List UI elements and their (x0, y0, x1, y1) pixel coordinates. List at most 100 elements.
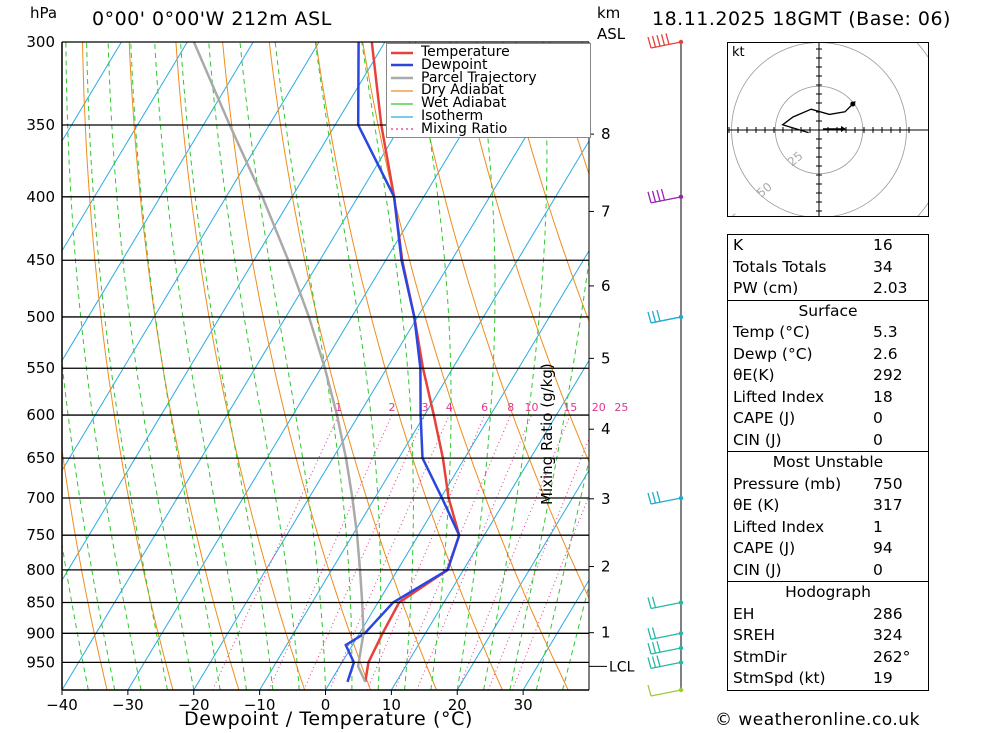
legend-label: Temperature (421, 44, 510, 60)
pressure-tick-label: 350 (26, 116, 55, 134)
index-name: Totals Totals (733, 257, 827, 276)
index-row: CAPE (J) 0 (728, 408, 928, 430)
pressure-tick-label: 800 (26, 561, 55, 579)
dry-adiabat-line (643, 42, 727, 690)
index-value: 19 (873, 669, 893, 687)
wind-barb-feather (647, 657, 652, 669)
pressure-tick-label: 450 (26, 251, 55, 269)
km-tick-label: 4 (601, 420, 611, 438)
isotherm-line (522, 579, 589, 690)
index-name: StmSpd (kt) (733, 669, 826, 687)
wet-adiabat-line (239, 42, 326, 690)
wind-barb-shaft (650, 601, 682, 610)
mixing-ratio-label: 10 (524, 401, 538, 414)
wind-barb (647, 33, 682, 49)
mixing-ratio-line (303, 414, 426, 690)
legend-swatch (391, 115, 413, 118)
hodograph-ring-label: 50 (754, 180, 775, 201)
skewt-chart: 1 2 3 4 6 8 10 15 20 2530035040045050055060065070… (26, 33, 727, 714)
wet-adiabat-line (154, 42, 247, 690)
km-tick-label: 1 (601, 624, 611, 642)
pressure-tick-label: 900 (26, 624, 55, 642)
x-tick-label: 20 (448, 696, 467, 714)
mixing-ratio-label: 20 (592, 401, 606, 414)
wet-adiabat-line (107, 42, 195, 690)
pressure-tick-label: 850 (26, 594, 55, 612)
wet-adiabat-line (208, 42, 300, 690)
wind-barb-shaft (650, 41, 682, 49)
wind-barb-shaft (650, 497, 682, 505)
pressure-tick-label: 750 (26, 526, 55, 544)
wet-adiabat-line (86, 42, 168, 690)
index-value: 0 (873, 409, 883, 427)
surface-section-title: Surface (798, 301, 858, 320)
index-name: CAPE (J) (733, 409, 796, 427)
legend-label: Wet Adiabat (421, 95, 507, 112)
index-name: CIN (J) (733, 430, 782, 449)
index-value: 0 (873, 430, 883, 449)
wind-barb-feather (647, 642, 652, 655)
wind-barb-feather (647, 628, 652, 640)
dry-adiabat-line (596, 42, 727, 690)
index-row: CAPE (J) 94 (728, 538, 928, 560)
mixing-ratio-label: 15 (563, 401, 577, 414)
wet-adiabat-line (62, 358, 116, 690)
index-value: 292 (873, 366, 903, 384)
dry-adiabat-line (222, 42, 372, 690)
wind-barb (647, 491, 682, 505)
index-value: 18 (873, 387, 893, 406)
datetime-title: 18.11.2025 18GMT (Base: 06) (652, 8, 951, 30)
index-row: K 16 (728, 235, 928, 257)
index-value: 34 (873, 257, 893, 276)
mixing-ratio-line (212, 414, 340, 690)
index-value: 286 (873, 604, 903, 623)
wind-barb-feather (651, 627, 657, 639)
index-row: StmSpd (kt) 19 (728, 668, 928, 690)
wind-barb-feather (647, 597, 652, 609)
pressure-tick-label: 300 (26, 33, 55, 51)
index-name: θE (K) (733, 496, 780, 514)
wind-barb-feather (660, 188, 666, 201)
index-value: 317 (873, 496, 903, 514)
index-value: 750 (873, 474, 903, 493)
storm-motion-arrowhead (841, 126, 846, 132)
index-row: Dewp (°C) 2.6 (728, 344, 928, 366)
x-tick-label: 10 (382, 696, 401, 714)
index-row: EH 286 (728, 604, 928, 626)
copyright-footer[interactable]: © weatheronline.co.uk (715, 710, 920, 730)
wind-barb-feather (647, 36, 652, 49)
index-name: K (733, 236, 744, 254)
wind-barb-feather (647, 684, 652, 697)
mixing-ratio-line (366, 414, 486, 690)
index-name: SREH (733, 626, 776, 644)
index-row: Temp (°C) 5.3 (728, 322, 928, 344)
mixing-ratio-label: 4 (446, 401, 453, 414)
wind-level-dot (678, 314, 684, 320)
mixing-ratio-label: 2 (388, 401, 395, 414)
legend-item: Temperature (391, 44, 510, 60)
wind-barb-feather (656, 35, 661, 47)
location-title: 0°00' 0°00'W 212m ASL (92, 8, 332, 30)
isotherm-line (62, 42, 452, 690)
wind-barb-feather (651, 641, 657, 654)
wind-barb (647, 684, 682, 697)
x-tick-label: 0 (321, 696, 331, 714)
index-name: Temp (°C) (733, 323, 810, 341)
km-tick-label: 6 (601, 277, 611, 295)
index-row: θE(K) 292 (728, 365, 928, 387)
wind-barb-feather (665, 33, 670, 45)
asl-axis-unit: ASL (597, 25, 626, 43)
isotherm-line (62, 42, 188, 252)
wind-barb (647, 188, 682, 204)
mixing-ratio-line (457, 414, 571, 690)
mixing-ratio-line (329, 414, 450, 690)
index-row: SREH 324 (728, 625, 928, 647)
wet-adiabat-line (456, 42, 496, 690)
pressure-tick-label: 400 (26, 188, 55, 206)
isotherm-line (62, 42, 320, 472)
index-value: 94 (873, 539, 893, 557)
km-tick-label: 2 (601, 558, 611, 576)
index-row: Totals Totals 34 (728, 257, 928, 279)
isotherm-line (62, 42, 122, 143)
wet-adiabat-line (130, 42, 221, 690)
